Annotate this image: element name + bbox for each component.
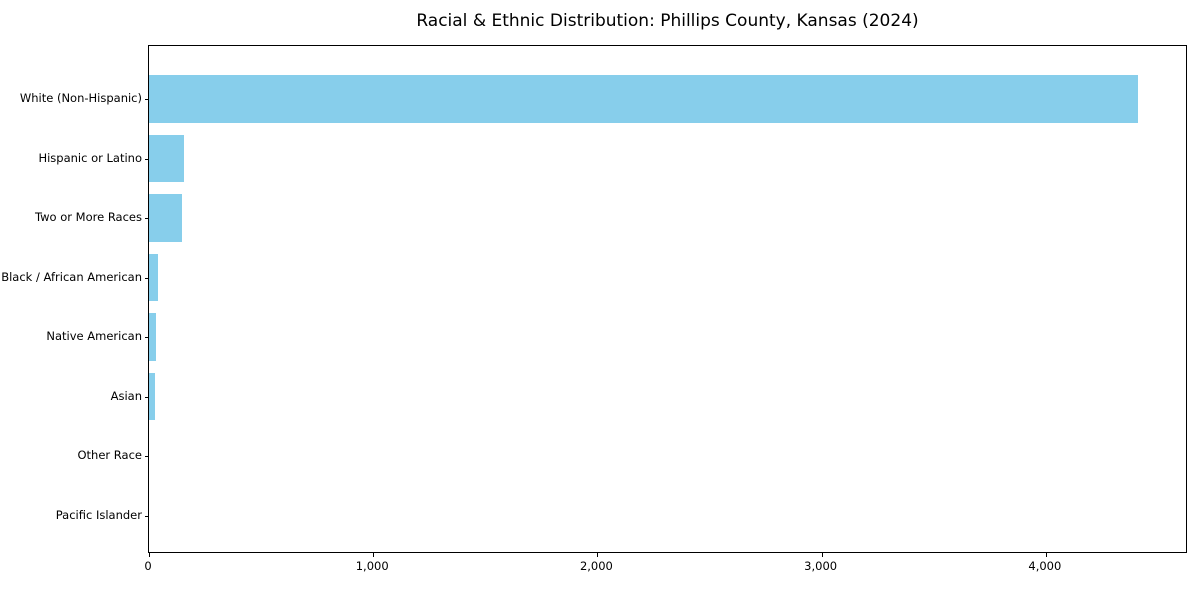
x-tick-label: 2,000 [579, 559, 613, 573]
y-axis-tick [145, 456, 149, 457]
y-axis-tick [145, 158, 149, 160]
y-axis-tick [145, 396, 149, 398]
category-label: Black / African American [1, 269, 142, 284]
x-axis-tick [1045, 553, 1047, 557]
bar-native-american [149, 313, 157, 361]
x-axis-tick [373, 553, 375, 557]
bar-black-african-american [149, 253, 158, 302]
category-label: Native American [46, 329, 142, 343]
category-label: Hispanic or Latino [38, 150, 142, 165]
chart-title: Racial & Ethnic Distribution: Phillips C… [416, 11, 919, 31]
x-axis-tick [597, 553, 599, 557]
x-tick-label: 0 [144, 559, 152, 573]
bar-white-non-hispanic [149, 75, 1138, 123]
bar-hispanic-or-latino [149, 134, 184, 183]
bar-two-or-more-races [149, 194, 183, 242]
x-axis-tick [821, 553, 823, 557]
y-axis-tick [145, 277, 149, 279]
x-tick-label: 4,000 [1028, 559, 1062, 573]
category-label: Pacific Islander [55, 507, 142, 522]
x-axis-tick [149, 553, 150, 557]
category-label: Asian [110, 388, 142, 403]
plot-area [145, 45, 1187, 557]
y-axis-tick [145, 337, 149, 338]
category-label: White (Non-Hispanic) [19, 91, 142, 105]
y-axis-tick [145, 515, 149, 517]
category-label: Two or More Races [35, 210, 142, 224]
y-axis-tick [145, 218, 149, 219]
bar-asian [149, 372, 155, 421]
x-tick-label: 1,000 [355, 559, 389, 573]
y-axis-tick [145, 99, 149, 100]
category-label: Other Race [77, 448, 143, 462]
x-tick-label: 3,000 [804, 559, 838, 573]
